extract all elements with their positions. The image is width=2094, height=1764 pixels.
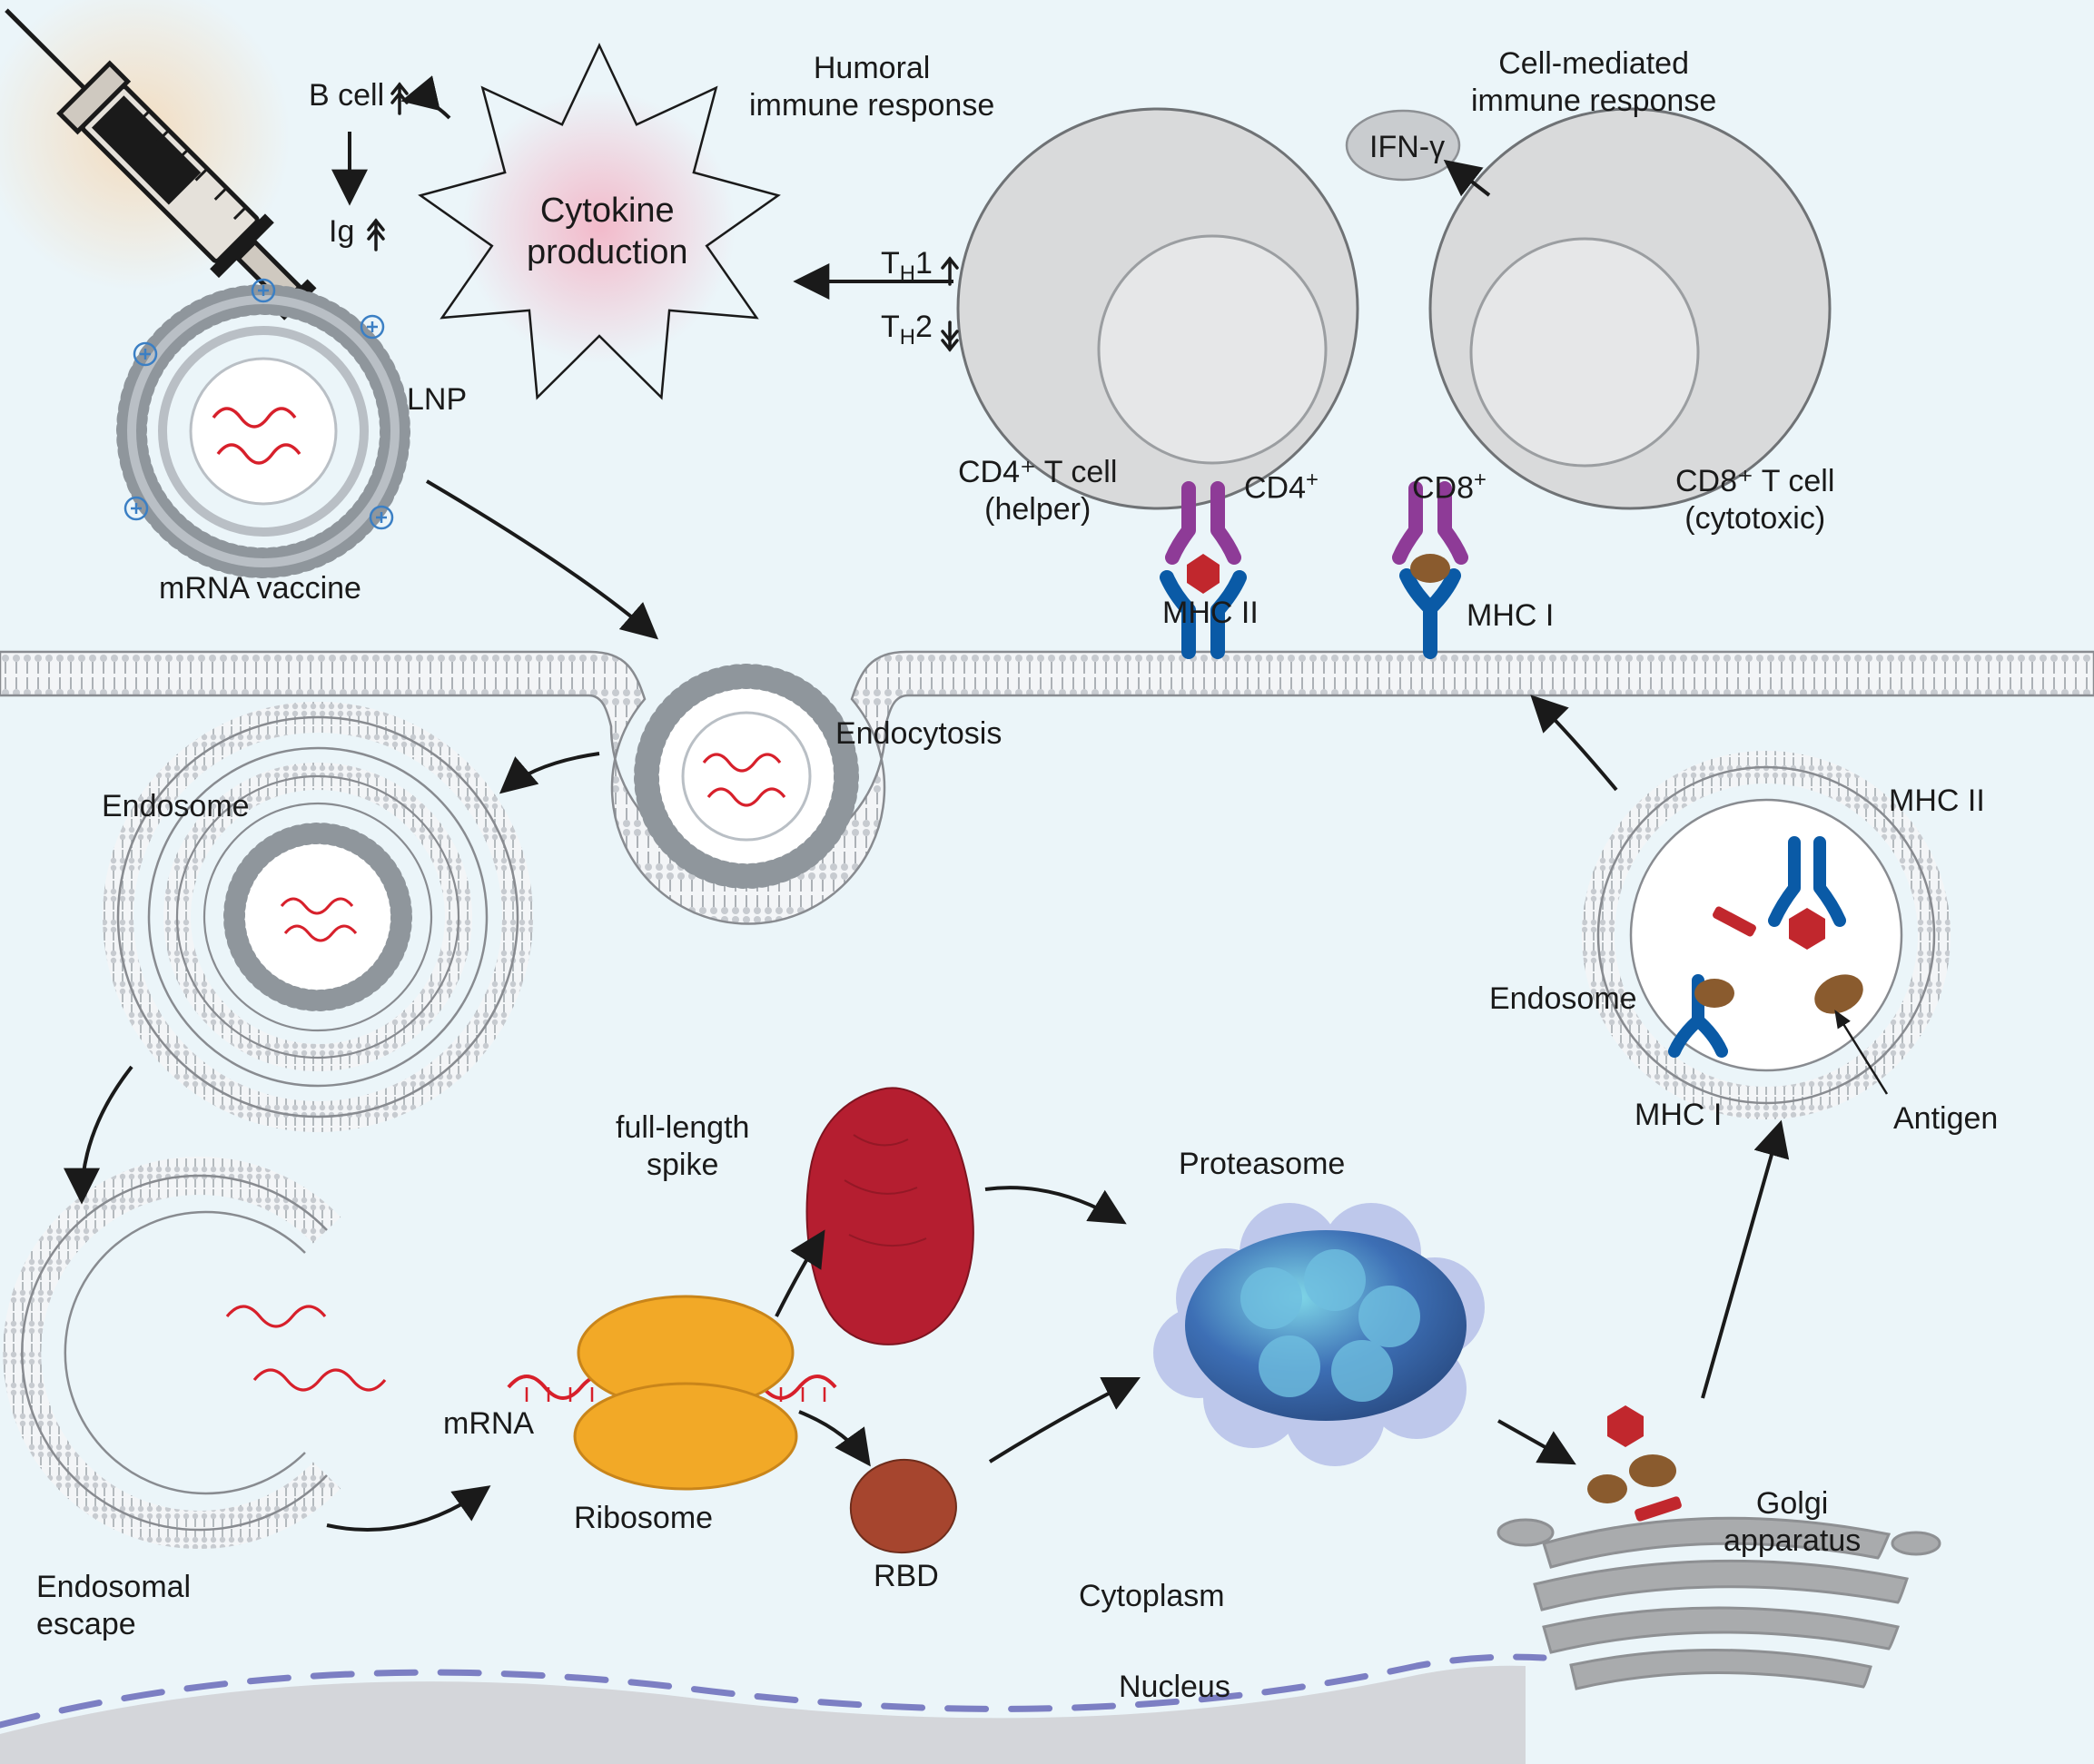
label-th2: TH2 xyxy=(881,309,933,350)
endocytosis-vesicle xyxy=(647,676,846,876)
golgi-apparatus xyxy=(1498,1518,1940,1689)
label-bcell: B cell xyxy=(309,77,384,114)
label-ig: Ig xyxy=(329,213,354,251)
label-cd8: CD8+ xyxy=(1412,468,1487,507)
label-endosome-right: Endosome xyxy=(1489,981,1637,1018)
label-antigen: Antigen xyxy=(1893,1100,1998,1138)
label-mrna: mRNA xyxy=(443,1405,534,1443)
label-golgi: Golgi apparatus xyxy=(1724,1485,1861,1560)
label-spike: full-length spike xyxy=(616,1109,749,1184)
mhc1-tcr-cd8 xyxy=(1399,488,1461,652)
proteasome xyxy=(1153,1203,1485,1466)
label-mhc2b: MHC II xyxy=(1889,783,1985,820)
label-ribosome: Ribosome xyxy=(574,1500,713,1537)
label-ifn: IFN-γ xyxy=(1369,129,1445,166)
diagram-stage: B cell Ig Humoral immune response Cell-m… xyxy=(0,0,2094,1764)
label-cellmediated: Cell-mediated immune response xyxy=(1471,45,1716,120)
label-humoral: Humoral immune response xyxy=(749,50,994,124)
spike-protein xyxy=(807,1088,973,1345)
endosome-right xyxy=(1598,767,1934,1103)
label-cd4-tcell: CD4⁺ T cell (helper) xyxy=(958,454,1117,528)
ribosome xyxy=(509,1296,835,1489)
label-mrna-vaccine: mRNA vaccine xyxy=(159,570,361,607)
label-endosome-left: Endosome xyxy=(102,788,250,825)
syringe-icon xyxy=(0,0,328,331)
label-proteasome: Proteasome xyxy=(1179,1146,1345,1183)
label-endocytosis: Endocytosis xyxy=(835,715,1002,753)
label-cytoplasm: Cytoplasm xyxy=(1079,1578,1225,1615)
rbd-protein xyxy=(851,1460,956,1552)
lnp xyxy=(125,280,395,563)
label-mhc1: MHC I xyxy=(1467,597,1554,635)
label-cd8-tcell: CD8⁺ T cell (cytotoxic) xyxy=(1675,463,1834,537)
label-cd4: CD4+ xyxy=(1244,468,1319,507)
label-lnp: LNP xyxy=(407,381,467,419)
antigen-fragments xyxy=(1587,1405,1683,1523)
label-endosomal-escape: Endosomal escape xyxy=(36,1569,191,1643)
label-mhc2: MHC II xyxy=(1162,595,1259,632)
label-th1: TH1 xyxy=(881,245,933,287)
cd8-tcell xyxy=(1430,109,1830,508)
cd4-tcell xyxy=(958,109,1358,508)
label-nucleus: Nucleus xyxy=(1119,1669,1230,1706)
endosome-left xyxy=(118,717,518,1117)
endosomal-escape xyxy=(22,1176,385,1530)
label-mhc1b: MHC I xyxy=(1635,1097,1722,1134)
nucleus-region xyxy=(0,1657,1544,1764)
label-rbd: RBD xyxy=(874,1558,939,1595)
label-cytokine: Cytokine production xyxy=(527,191,687,273)
